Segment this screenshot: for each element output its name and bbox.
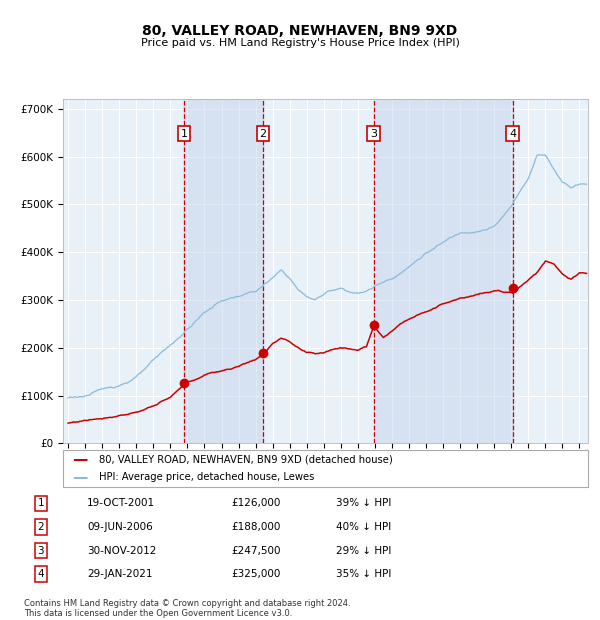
Bar [374, 99, 512, 443]
Text: 40% ↓ HPI: 40% ↓ HPI [336, 522, 391, 532]
Text: 2: 2 [37, 522, 44, 532]
Text: £325,000: £325,000 [231, 569, 280, 579]
Text: 3: 3 [370, 128, 377, 139]
Text: —: — [72, 453, 88, 467]
Text: 1: 1 [181, 128, 188, 139]
Text: 35% ↓ HPI: 35% ↓ HPI [336, 569, 391, 579]
Text: HPI: Average price, detached house, Lewes: HPI: Average price, detached house, Lewe… [99, 472, 314, 482]
Text: 29% ↓ HPI: 29% ↓ HPI [336, 546, 391, 556]
Text: £247,500: £247,500 [231, 546, 281, 556]
Text: 2: 2 [260, 128, 266, 139]
Bar [184, 99, 263, 443]
Text: 4: 4 [509, 128, 516, 139]
Text: 29-JAN-2021: 29-JAN-2021 [87, 569, 152, 579]
Text: —: — [72, 470, 88, 485]
Text: £126,000: £126,000 [231, 498, 280, 508]
Text: 4: 4 [37, 569, 44, 579]
Text: Contains HM Land Registry data © Crown copyright and database right 2024.
This d: Contains HM Land Registry data © Crown c… [24, 599, 350, 618]
Text: 80, VALLEY ROAD, NEWHAVEN, BN9 9XD (detached house): 80, VALLEY ROAD, NEWHAVEN, BN9 9XD (deta… [99, 455, 393, 465]
Text: Price paid vs. HM Land Registry's House Price Index (HPI): Price paid vs. HM Land Registry's House … [140, 38, 460, 48]
Text: 19-OCT-2001: 19-OCT-2001 [87, 498, 155, 508]
Text: 1: 1 [37, 498, 44, 508]
Text: 09-JUN-2006: 09-JUN-2006 [87, 522, 153, 532]
Text: 39% ↓ HPI: 39% ↓ HPI [336, 498, 391, 508]
Text: 3: 3 [37, 546, 44, 556]
Text: £188,000: £188,000 [231, 522, 280, 532]
Text: 80, VALLEY ROAD, NEWHAVEN, BN9 9XD: 80, VALLEY ROAD, NEWHAVEN, BN9 9XD [142, 24, 458, 38]
Text: 30-NOV-2012: 30-NOV-2012 [87, 546, 157, 556]
